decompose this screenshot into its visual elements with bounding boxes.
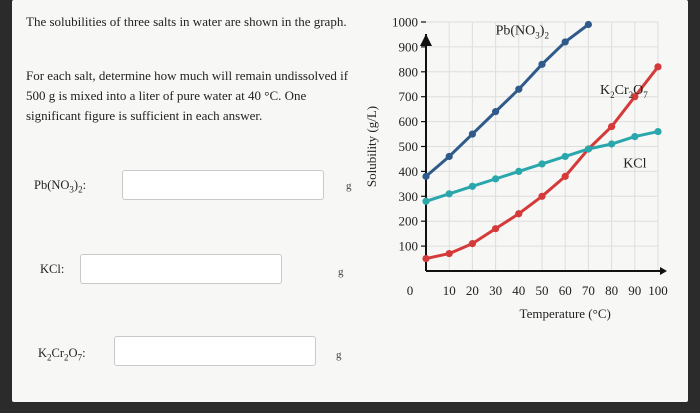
data-point-k2cr2o7 (631, 93, 639, 101)
series-label-k2cr2o7: K2Cr2O7 (600, 83, 648, 100)
unit-label-k2cr2o7: g (336, 349, 342, 361)
answer-label-k2cr2o7: K2Cr2O7: (38, 346, 86, 363)
y-tick-label: 500 (399, 139, 419, 154)
data-point-kcl (445, 190, 453, 198)
question-sheet: The solubilities of three salts in water… (12, 0, 688, 402)
data-point-kcl (584, 145, 593, 153)
data-point-kcl (654, 127, 662, 136)
x-tick-label: 90 (628, 283, 641, 298)
y-tick-label: 900 (399, 39, 419, 54)
answer-input-kcl[interactable] (80, 254, 282, 284)
x-tick-label: 40 (512, 283, 525, 298)
data-point-kcl (631, 132, 639, 141)
data-point-kcl (492, 175, 500, 183)
data-point-kcl (561, 152, 569, 161)
data-point-pbno32 (584, 20, 593, 29)
y-tick-label: 600 (399, 114, 419, 129)
series-label-kcl: KCl (623, 157, 646, 172)
data-point-k2cr2o7 (422, 254, 430, 263)
x-tick-label: 80 (605, 283, 618, 298)
y-tick-label: 300 (399, 189, 419, 204)
x-tick-label: 100 (648, 283, 668, 298)
data-point-kcl (468, 182, 476, 190)
data-point-k2cr2o7 (468, 240, 476, 248)
unit-label-kcl: g (338, 266, 344, 278)
x-tick-label: 20 (466, 283, 479, 298)
x-tick-label: 30 (489, 283, 502, 298)
x-tick-label: 0 (407, 283, 414, 298)
data-point-k2cr2o7 (608, 122, 616, 131)
data-point-pbno32 (515, 85, 523, 93)
data-point-k2cr2o7 (561, 172, 569, 180)
y-tick-label: 1000 (392, 15, 418, 30)
answer-input-k2cr2o7[interactable] (114, 336, 316, 366)
y-tick-label: 200 (399, 214, 419, 229)
y-tick-label: 800 (399, 64, 419, 79)
data-point-pbno32 (538, 60, 546, 68)
series-label-pbno32: Pb(NO3)2 (496, 23, 549, 40)
answer-label-kcl: KCl: (40, 262, 65, 276)
data-point-k2cr2o7 (445, 249, 453, 258)
x-tick-label: 60 (559, 283, 572, 298)
y-axis-title: Solubility (g/L) (364, 106, 379, 187)
data-point-pbno32 (445, 152, 453, 161)
question-instructions: For each salt, determine how much will r… (26, 68, 349, 123)
data-point-kcl (515, 167, 523, 175)
data-point-pbno32 (492, 108, 500, 116)
data-point-kcl (608, 140, 616, 148)
y-tick-label: 400 (399, 164, 419, 179)
x-tick-label: 70 (582, 283, 595, 298)
series-line-pbno32 (425, 23, 590, 178)
y-tick-label: 100 (399, 239, 419, 254)
data-point-pbno32 (468, 130, 476, 138)
data-point-k2cr2o7 (492, 225, 500, 233)
x-tick-label: 50 (536, 283, 549, 298)
data-point-pbno32 (561, 38, 569, 46)
answer-input-pbno32[interactable] (122, 170, 324, 200)
x-tick-label: 10 (443, 283, 456, 298)
answer-label-pbno32: Pb(NO3)2: (34, 178, 87, 195)
y-axis-arrow (420, 34, 432, 46)
data-point-k2cr2o7 (515, 210, 523, 218)
data-point-k2cr2o7 (538, 192, 546, 200)
data-point-kcl (422, 197, 430, 205)
data-point-pbno32 (422, 172, 430, 180)
x-axis-title: Temperature (°C) (520, 306, 611, 321)
unit-label-pbno32: g (346, 180, 352, 192)
data-point-k2cr2o7 (654, 63, 662, 71)
y-tick-label: 700 (399, 89, 419, 104)
data-point-kcl (538, 160, 546, 168)
question-intro: The solubilities of three salts in water… (26, 14, 347, 29)
x-axis-arrow (660, 267, 667, 275)
